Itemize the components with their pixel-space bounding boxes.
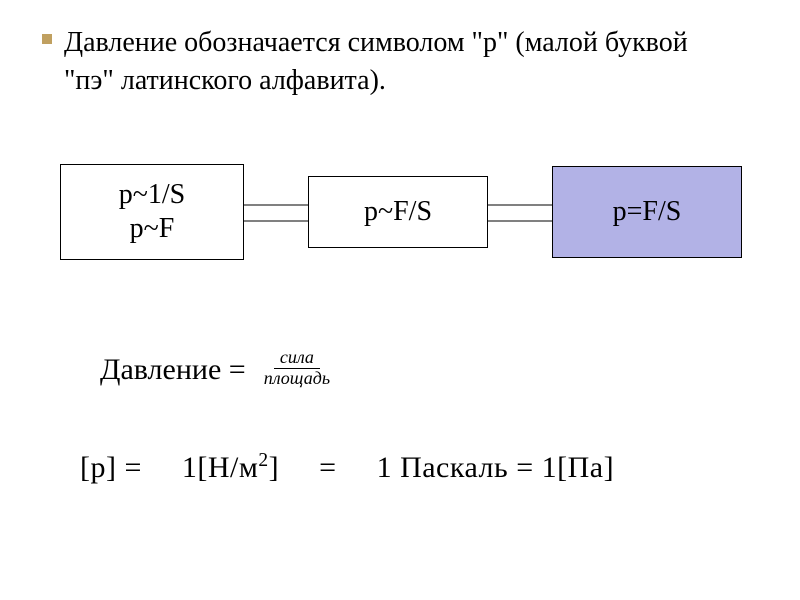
fraction-denominator: площадь [258,369,336,389]
flow-connector [244,204,308,222]
flow-node-2: p~F/S [308,176,488,248]
equation-lhs: Давление = [100,353,246,387]
header-text: Давление обозначается символом "p" (мало… [64,24,736,100]
node-line: p~F/S [364,195,432,229]
units-lhs: [p] = [80,451,142,484]
flow-connector [488,204,552,222]
pressure-equation: Давление = сила площадь [100,350,336,391]
node-line: p=F/S [613,195,682,229]
flow-row: p~1/S p~F p~F/S p=F/S [48,160,752,270]
units-val1a: 1[Н/м [182,451,258,484]
flow-node-3: p=F/S [552,166,742,258]
units-val1b: ] [269,451,280,484]
list-bullet [42,34,52,44]
units-eq: = [319,451,336,484]
fraction-numerator: сила [274,348,320,369]
node-line: p~1/S [119,178,186,212]
node-line: p~F [130,212,175,246]
flow-node-1: p~1/S p~F [60,164,244,260]
units-sup: 2 [258,450,268,471]
units-val2: 1 Паскаль = 1[Па] [377,451,615,484]
equation-fraction: сила площадь [258,348,336,389]
units-line: [p] = 1[Н/м2] = 1 Паскаль = 1[Па] [80,450,614,485]
